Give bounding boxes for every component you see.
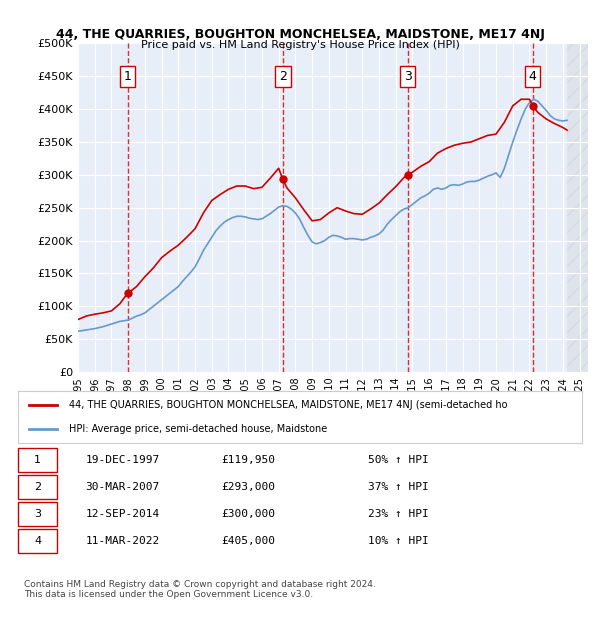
Text: 50% ↑ HPI: 50% ↑ HPI [368,455,428,465]
Text: 44, THE QUARRIES, BOUGHTON MONCHELSEA, MAIDSTONE, ME17 4NJ: 44, THE QUARRIES, BOUGHTON MONCHELSEA, M… [56,28,544,41]
FancyBboxPatch shape [18,448,58,472]
Text: £293,000: £293,000 [221,482,275,492]
Text: 19-DEC-1997: 19-DEC-1997 [86,455,160,465]
Text: 2: 2 [34,482,41,492]
Bar [567,43,588,372]
Text: 3: 3 [404,70,412,82]
FancyBboxPatch shape [18,502,58,526]
Text: 4: 4 [34,536,41,546]
Text: 12-SEP-2014: 12-SEP-2014 [86,509,160,519]
Text: 37% ↑ HPI: 37% ↑ HPI [368,482,428,492]
Text: 3: 3 [34,509,41,519]
Text: £405,000: £405,000 [221,536,275,546]
Text: 11-MAR-2022: 11-MAR-2022 [86,536,160,546]
Text: 1: 1 [34,455,41,465]
Text: 10% ↑ HPI: 10% ↑ HPI [368,536,428,546]
Text: £119,950: £119,950 [221,455,275,465]
Text: HPI: Average price, semi-detached house, Maidstone: HPI: Average price, semi-detached house,… [69,423,327,433]
Text: 2: 2 [279,70,287,82]
Text: 4: 4 [529,70,536,82]
Text: 1: 1 [124,70,131,82]
Text: 30-MAR-2007: 30-MAR-2007 [86,482,160,492]
FancyBboxPatch shape [18,529,58,553]
Text: £300,000: £300,000 [221,509,275,519]
FancyBboxPatch shape [18,476,58,499]
Text: 23% ↑ HPI: 23% ↑ HPI [368,509,428,519]
Text: Price paid vs. HM Land Registry's House Price Index (HPI): Price paid vs. HM Land Registry's House … [140,40,460,50]
Text: 44, THE QUARRIES, BOUGHTON MONCHELSEA, MAIDSTONE, ME17 4NJ (semi-detached ho: 44, THE QUARRIES, BOUGHTON MONCHELSEA, M… [69,401,507,410]
Text: Contains HM Land Registry data © Crown copyright and database right 2024.
This d: Contains HM Land Registry data © Crown c… [24,580,376,599]
